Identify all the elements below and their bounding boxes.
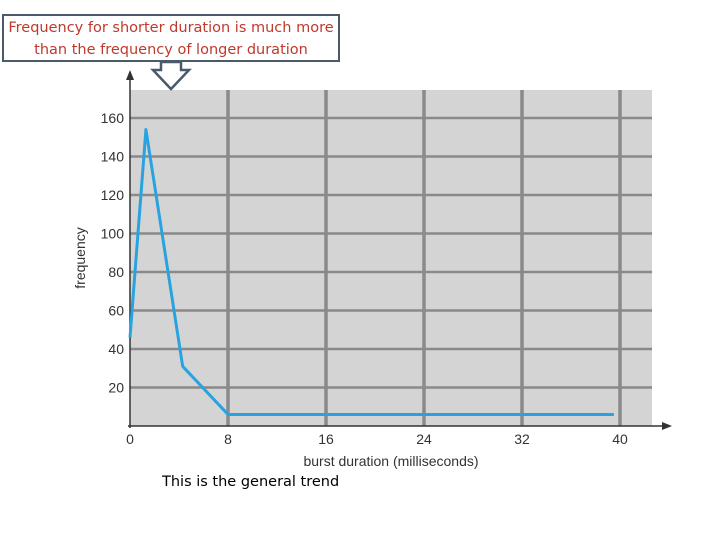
y-tick-label: 140 — [101, 149, 125, 165]
caption-text: This is the general trend — [162, 474, 340, 490]
grid-lines — [130, 90, 652, 426]
y-axis-arrow — [126, 70, 134, 80]
x-tick-label: 32 — [514, 431, 530, 447]
callout-box: Frequency for shorter duration is much m… — [2, 14, 340, 62]
y-tick-label: 60 — [108, 303, 124, 319]
callout-arrow — [150, 60, 192, 91]
y-tick-label: 40 — [108, 341, 124, 357]
y-axis-title: frequency — [72, 227, 88, 288]
y-tick-label: 20 — [108, 380, 124, 396]
x-axis-arrow — [662, 422, 672, 430]
y-tick-labels: 20 40 60 80 100 120 140 160 — [101, 110, 125, 396]
x-tick-label: 24 — [416, 431, 432, 447]
x-tick-label: 40 — [612, 431, 628, 447]
callout-line-2: than the frequency of longer duration — [34, 42, 308, 58]
plot-area — [130, 90, 652, 426]
x-axis-title: burst duration (milliseconds) — [303, 453, 478, 469]
y-tick-label: 160 — [101, 110, 125, 126]
x-tick-label: 8 — [224, 431, 232, 447]
axes — [126, 70, 672, 430]
y-tick-label: 100 — [101, 226, 125, 242]
callout-line-1: Frequency for shorter duration is much m… — [8, 20, 334, 36]
y-tick-label: 80 — [108, 264, 124, 280]
x-tick-label: 16 — [318, 431, 334, 447]
y-tick-label: 120 — [101, 187, 125, 203]
x-tick-labels: 0 8 16 24 32 40 — [126, 431, 628, 447]
series-points — [129, 129, 614, 415]
series-line — [128, 128, 614, 416]
x-tick-label: 0 — [126, 431, 134, 447]
